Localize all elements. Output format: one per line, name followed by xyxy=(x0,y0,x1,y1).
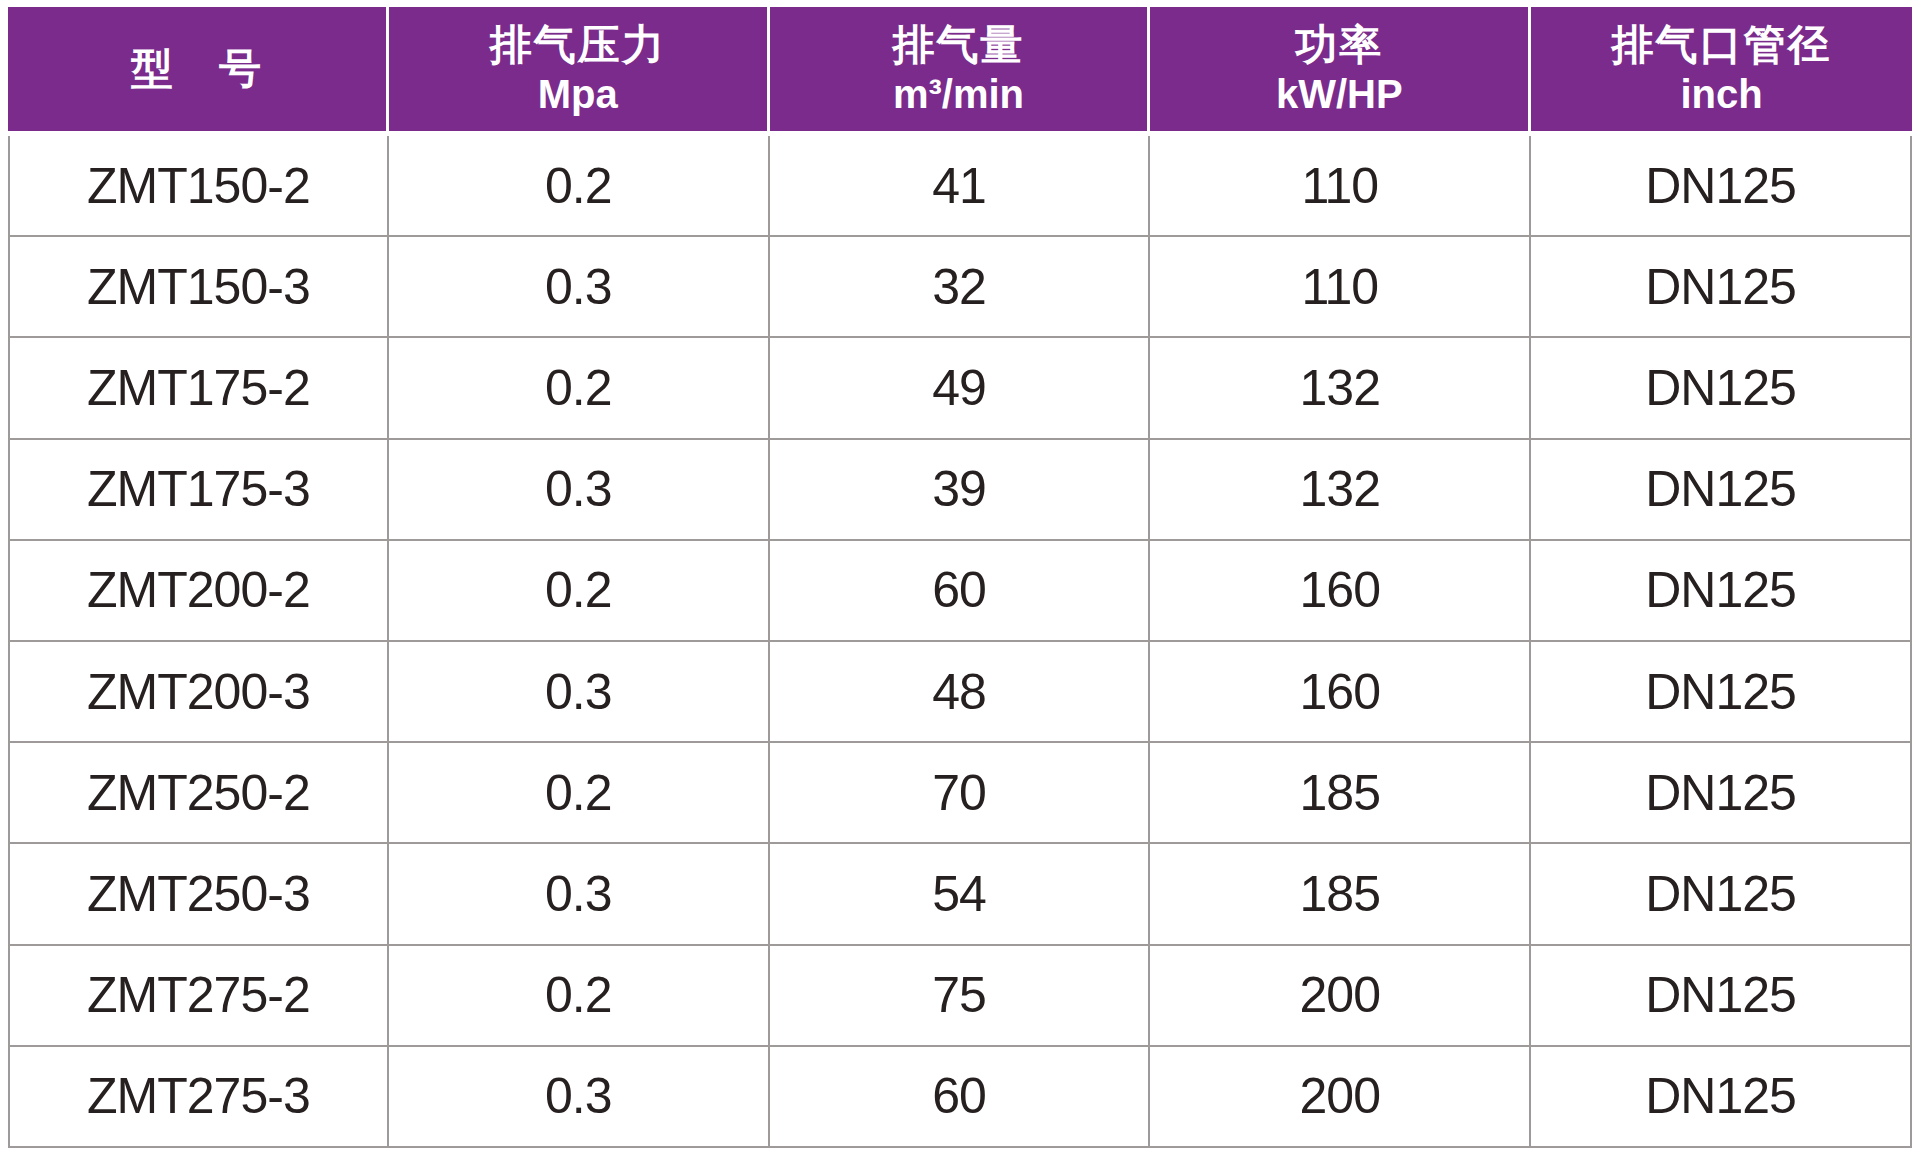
cell-model: ZMT200-3 xyxy=(8,642,389,743)
cell-outlet: DN125 xyxy=(1531,541,1912,642)
cell-outlet: DN125 xyxy=(1531,440,1912,541)
cell-model: ZMT250-2 xyxy=(8,743,389,844)
cell-power: 160 xyxy=(1150,642,1531,743)
cell-power: 200 xyxy=(1150,1047,1531,1148)
cell-model: ZMT175-3 xyxy=(8,440,389,541)
cell-pressure: 0.3 xyxy=(389,440,770,541)
header-label: 功率 xyxy=(1295,19,1383,70)
cell-flow: 41 xyxy=(770,136,1151,237)
cell-model: ZMT250-3 xyxy=(8,844,389,945)
header-label: 排气压力 xyxy=(490,19,666,70)
cell-pressure: 0.2 xyxy=(389,541,770,642)
cell-power: 110 xyxy=(1150,237,1531,338)
cell-power: 132 xyxy=(1150,440,1531,541)
cell-pressure: 0.3 xyxy=(389,237,770,338)
header-cell-outlet-diameter: 排气口管径 inch xyxy=(1531,7,1912,136)
header-cell-discharge-pressure: 排气压力 Mpa xyxy=(389,7,770,136)
cell-model: ZMT150-3 xyxy=(8,237,389,338)
cell-outlet: DN125 xyxy=(1531,844,1912,945)
cell-model: ZMT275-2 xyxy=(8,946,389,1047)
cell-model: ZMT200-2 xyxy=(8,541,389,642)
header-label: 排气量 xyxy=(892,19,1024,70)
cell-pressure: 0.2 xyxy=(389,136,770,237)
cell-flow: 75 xyxy=(770,946,1151,1047)
cell-power: 185 xyxy=(1150,844,1531,945)
cell-power: 110 xyxy=(1150,136,1531,237)
spec-table: 型 号 排气压力 Mpa 排气量 m³/min 功率 kW/HP 排气口管径 i… xyxy=(8,7,1912,1148)
cell-flow: 70 xyxy=(770,743,1151,844)
cell-power: 132 xyxy=(1150,338,1531,439)
cell-flow: 54 xyxy=(770,844,1151,945)
cell-pressure: 0.2 xyxy=(389,743,770,844)
cell-flow: 60 xyxy=(770,1047,1151,1148)
header-label: 排气口管径 xyxy=(1612,19,1832,70)
cell-power: 160 xyxy=(1150,541,1531,642)
cell-model: ZMT175-2 xyxy=(8,338,389,439)
cell-model: ZMT150-2 xyxy=(8,136,389,237)
cell-outlet: DN125 xyxy=(1531,743,1912,844)
header-cell-air-flow: 排气量 m³/min xyxy=(770,7,1151,136)
cell-outlet: DN125 xyxy=(1531,1047,1912,1148)
cell-pressure: 0.3 xyxy=(389,642,770,743)
header-label: 型 号 xyxy=(131,43,263,94)
header-cell-power: 功率 kW/HP xyxy=(1150,7,1531,136)
cell-outlet: DN125 xyxy=(1531,237,1912,338)
cell-pressure: 0.3 xyxy=(389,1047,770,1148)
cell-pressure: 0.2 xyxy=(389,946,770,1047)
cell-flow: 49 xyxy=(770,338,1151,439)
cell-outlet: DN125 xyxy=(1531,136,1912,237)
cell-pressure: 0.3 xyxy=(389,844,770,945)
header-unit: m³/min xyxy=(893,70,1024,119)
cell-flow: 32 xyxy=(770,237,1151,338)
cell-flow: 60 xyxy=(770,541,1151,642)
header-unit: Mpa xyxy=(538,70,618,119)
cell-outlet: DN125 xyxy=(1531,338,1912,439)
cell-model: ZMT275-3 xyxy=(8,1047,389,1148)
cell-outlet: DN125 xyxy=(1531,642,1912,743)
cell-outlet: DN125 xyxy=(1531,946,1912,1047)
page: 型 号 排气压力 Mpa 排气量 m³/min 功率 kW/HP 排气口管径 i… xyxy=(0,0,1920,1153)
header-unit: inch xyxy=(1680,70,1762,119)
cell-flow: 48 xyxy=(770,642,1151,743)
cell-flow: 39 xyxy=(770,440,1151,541)
header-cell-model: 型 号 xyxy=(8,7,389,136)
cell-power: 185 xyxy=(1150,743,1531,844)
cell-power: 200 xyxy=(1150,946,1531,1047)
header-unit: kW/HP xyxy=(1276,70,1403,119)
cell-pressure: 0.2 xyxy=(389,338,770,439)
